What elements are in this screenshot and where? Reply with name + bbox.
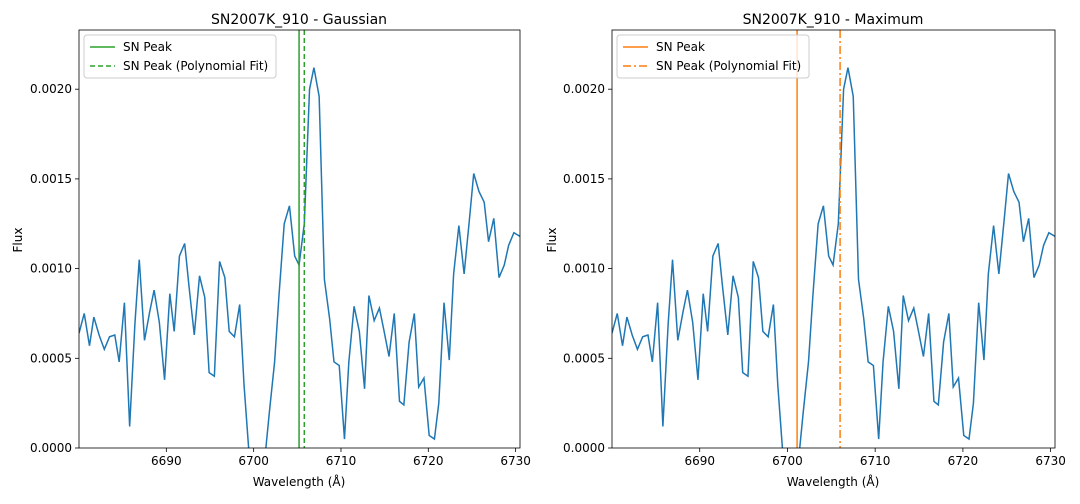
plot-area: 6690 6700 6710 6720 6730 0.0000 0.0005 0.0010 0.… [563,29,1066,468]
y-tick-label: 0.0000 [30,441,72,455]
x-tick-label: 6730 [500,454,531,468]
legend-label-sn-peak: SN Peak [656,40,705,54]
x-tick-label: 6720 [413,454,444,468]
x-tick-label: 6730 [1035,454,1066,468]
x-tick-label: 6710 [860,454,891,468]
legend: SN Peak SN Peak (Polynomial Fit) [83,34,277,79]
chart-title: SN2007K_910 - Maximum [743,12,924,28]
legend-label-polynomial-fit: SN Peak (Polynomial Fit) [123,59,268,73]
y-tick-label: 0.0015 [30,172,72,186]
x-tick-label: 6700 [772,454,803,468]
x-tick-label: 6690 [151,454,182,468]
x-tick-label: 6690 [684,454,715,468]
y-tick-label: 0.0015 [563,172,605,186]
y-axis-label: Flux [545,228,559,253]
x-tick-label: 6700 [238,454,269,468]
legend-label-polynomial-fit: SN Peak (Polynomial Fit) [656,59,801,73]
y-tick-label: 0.0010 [30,262,72,276]
legend-box [616,34,810,79]
chart-panel-maximum: SN2007K_910 - Maximum 6690 6700 6710 6720 67… [545,12,1066,489]
y-tick-label: 0.0000 [563,441,605,455]
x-tick-label: 6710 [326,454,357,468]
legend: SN Peak SN Peak (Polynomial Fit) [616,34,810,79]
y-tick-label: 0.0010 [563,262,605,276]
axes-frame [78,29,521,449]
plot-area: 6690 6700 6710 6720 6730 0.0000 0.0005 0.0010 0.… [30,29,531,468]
legend-label-sn-peak: SN Peak [123,40,172,54]
y-tick-label: 0.0005 [30,351,72,365]
y-tick-label: 0.0020 [30,82,72,96]
x-tick-label: 6720 [948,454,979,468]
y-tick-label: 0.0005 [563,351,605,365]
chart-panel-gaussian: SN2007K_910 - Gaussian 6690 6700 6710 6720 6… [11,12,531,489]
legend-box [83,34,277,79]
axes-frame [611,29,1056,449]
y-tick-label: 0.0020 [563,82,605,96]
y-axis-label: Flux [11,228,25,253]
x-axis-label: Wavelength (Å) [787,474,880,489]
x-axis-label: Wavelength (Å) [253,474,346,489]
series-line [612,67,1055,448]
chart-title: SN2007K_910 - Gaussian [211,12,387,28]
